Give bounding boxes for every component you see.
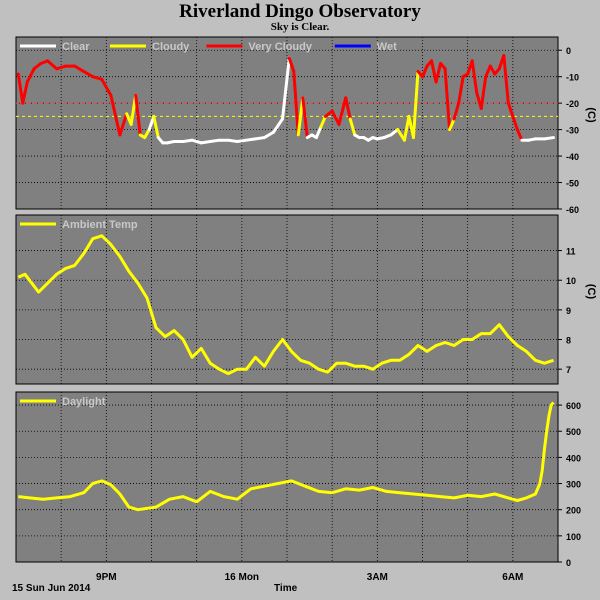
sky-temp-segment [208,138,221,144]
sky-temp-segment [314,125,323,140]
legend-label: Cloudy [152,41,190,53]
x-tick-label: 6AM [502,572,523,583]
y-tick-label: 7 [566,365,571,375]
sky-temp-segment [152,114,160,140]
sky-temp-segment [515,128,524,142]
sky-temp-segment [181,138,194,144]
sky-temp-segment [348,117,357,137]
sky-temp-segment [457,75,465,105]
y-tick-label: -30 [566,126,579,136]
y-tick-label: 600 [566,401,581,411]
legend-label: Ambient Temp [62,219,138,231]
y-tick-label: 0 [566,558,571,568]
page-title: Riverland Dingo Observatory [179,1,421,22]
legend-label: Wet [377,41,397,53]
y-tick-label: 100 [566,532,581,542]
legend-label: Clear [62,41,90,53]
sky-temp-segment [434,61,443,84]
sky-temp-segment [280,56,291,121]
y-tick-label: -50 [566,179,579,189]
sky-temp-segment [470,59,479,95]
sky-temp-segment [421,64,429,79]
sky-temp-segment [21,80,29,105]
sky-temp-segment [411,69,420,140]
sky-temp-segment [287,56,296,73]
y-axis-label: (C) [585,284,597,300]
sky-temp-segment [443,67,452,132]
y-tick-label: 11 [566,247,576,257]
legend-label: Very Cloudy [248,41,312,53]
sky-temp-segment [134,93,142,137]
sky-temp-segment [82,69,95,79]
y-tick-label: 8 [566,336,571,346]
sky-temp-segment [262,130,275,140]
y-tick-label: 0 [566,46,571,56]
sky-temp-segment [16,72,25,105]
sky-temp-segment [337,96,348,126]
sky-temp-segment [25,67,36,84]
y-tick-label: -60 [566,205,579,215]
y-axis-label: (C) [585,107,597,123]
sky-temp-segment [190,138,203,145]
sky-temp-segment [143,128,151,140]
legend-label: Daylight [62,396,106,408]
sky-temp-segment [91,75,104,81]
y-tick-label: -10 [566,73,579,83]
sky-temp-segment [502,54,510,105]
sky-temp-segment [46,59,59,71]
y-tick-label: -20 [566,99,579,109]
sky-temp-segment [402,114,411,142]
sky-temp-segment [55,64,68,71]
sky-status: Sky is Clear. [270,21,330,33]
sky-temp-segment [109,93,122,137]
x-axis-label: Time [274,583,298,594]
sky-temp-segment [199,140,212,145]
y-tick-label: 300 [566,480,581,490]
sky-temp-segment [226,138,239,144]
sky-temp-segment [319,114,327,129]
date-label: 15 Sun Jun 2014 [12,583,91,594]
daylight-panel-series-line [18,401,555,512]
sky-temp-segment [100,77,113,97]
y-tick-label: 500 [566,427,581,437]
y-tick-label: 10 [566,276,576,286]
sky-temp-segment [344,96,352,121]
sky-temp-segment [452,101,461,121]
sky-temp-segment [301,96,309,140]
sky-temp-segment [253,136,266,141]
y-tick-label: 9 [566,306,571,316]
sky-temp-segment [448,117,456,132]
sky-temp-segment [244,137,257,142]
sky-temp-segment [271,117,284,134]
sky-temp-segment [542,136,555,141]
sky-temp-segment [484,64,492,79]
x-tick-label: 3AM [367,572,388,583]
sky-temp-segment [330,109,341,126]
sky-temp-segment [430,59,438,84]
x-tick-label: 16 Mon [225,572,259,583]
ambient-temp-panel-series-line [17,234,554,376]
y-tick-label: 200 [566,506,581,516]
sky-temp-segment [73,64,86,73]
sky-temp-segment [479,75,488,110]
sky-temp-segment [235,138,248,144]
sky-temp-segment [292,69,300,137]
sky-temp-segment [506,101,515,118]
sky-temperature-panel-background [15,36,559,210]
y-tick-label: -40 [566,152,579,162]
y-tick-label: 400 [566,453,581,463]
sky-temp-segment [511,114,519,132]
x-tick-label: 9PM [96,572,117,583]
sky-temp-segment [118,112,129,137]
